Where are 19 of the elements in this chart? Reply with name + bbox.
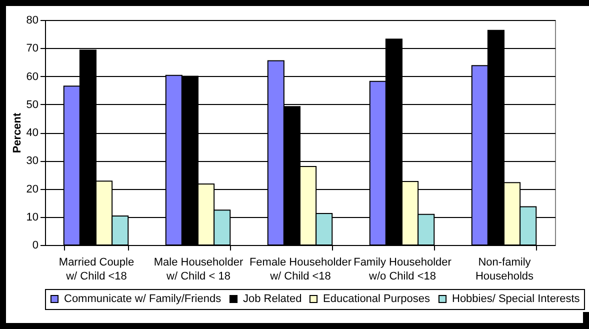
y-tick-label: 70 [26, 42, 38, 55]
legend-label: Communicate w/ Family/Friends [64, 292, 222, 305]
y-tick-label: 0 [32, 240, 38, 252]
legend-label: Hobbies/ Special Interests [452, 292, 580, 305]
y-tick-label: 30 [26, 155, 38, 168]
y-tick-label: 80 [26, 14, 38, 26]
y-axis-title: Percent [11, 112, 24, 154]
x-tick-label: Family Householder w/o Child <18 [354, 256, 452, 282]
x-tick-label: Non-family Households [475, 256, 534, 282]
y-tick-label: 50 [26, 98, 38, 111]
x-tick-label: Female Householder w/ Child <18 [249, 256, 352, 282]
y-tick-label: 60 [26, 70, 38, 83]
legend-label: Educational Purposes [323, 292, 431, 305]
y-tick-label: 10 [26, 211, 38, 224]
y-tick-label: 40 [26, 127, 38, 139]
x-tick-label: Married Couple w/ Child <18 [58, 256, 134, 282]
legend-label: Job Related [243, 292, 302, 305]
x-tick-label: Male Householder w/ Child < 18 [154, 256, 244, 282]
y-tick-label: 20 [26, 183, 38, 196]
